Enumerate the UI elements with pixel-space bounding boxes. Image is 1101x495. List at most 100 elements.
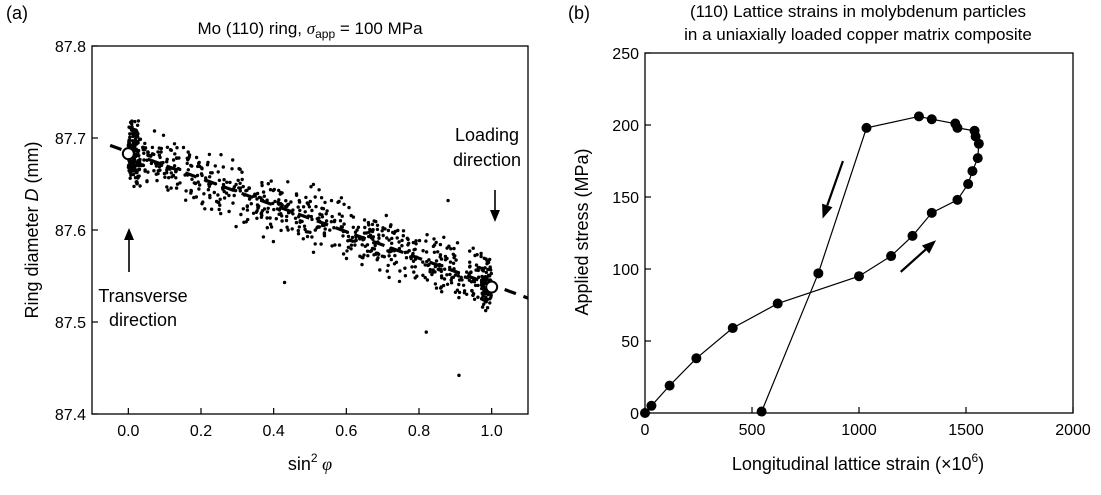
panel-a-point xyxy=(210,171,214,175)
panel-a-point xyxy=(351,239,355,243)
panel-a-chart: (a) Mo (110) ring, σapp = 100 MPa 0.0 0.2… xyxy=(6,3,529,474)
panel-a-point xyxy=(310,235,314,239)
panel-a-point xyxy=(372,253,376,257)
panel-a-point xyxy=(385,269,389,273)
panel-a-point xyxy=(255,191,260,196)
panel-a-point xyxy=(484,257,488,261)
panel-a-point xyxy=(459,275,463,279)
panel-a-point xyxy=(284,199,288,203)
panel-a-point xyxy=(451,252,455,256)
panel-a-point xyxy=(349,243,354,247)
panel-b-loading-point xyxy=(963,179,974,190)
panel-a-point xyxy=(174,186,179,190)
panel-a-point xyxy=(305,201,309,205)
panel-a-point xyxy=(304,230,309,234)
panel-a-point xyxy=(349,213,353,218)
panel-a-point xyxy=(130,165,134,170)
panel-a-point xyxy=(489,295,493,299)
panel-a-point xyxy=(488,301,492,305)
panel-a-point xyxy=(271,201,275,206)
panel-a-point xyxy=(132,184,136,189)
panel-a-point xyxy=(277,198,281,202)
panel-a-point xyxy=(439,257,444,261)
panel-a-fit-line xyxy=(109,143,529,300)
panel-a-point xyxy=(247,186,252,190)
panel-a-point xyxy=(404,256,409,260)
panel-a-point xyxy=(246,217,250,222)
panel-a-point xyxy=(222,196,227,200)
panel-a-point xyxy=(131,134,135,139)
panel-b-loading-point xyxy=(664,380,675,391)
panel-a-point xyxy=(481,285,485,289)
panel-a-point xyxy=(206,188,211,192)
panel-b-data-points xyxy=(640,111,984,418)
panel-a-point xyxy=(351,225,355,229)
panel-a-point xyxy=(319,242,323,246)
panel-a-point xyxy=(206,160,210,165)
panel-a-point xyxy=(214,199,219,204)
panel-a-point xyxy=(487,274,492,278)
panel-a-point xyxy=(457,278,462,282)
panel-a-point xyxy=(314,204,318,209)
panel-a-point xyxy=(398,269,402,273)
panel-a-point xyxy=(484,295,488,299)
panel-a-point xyxy=(471,293,475,297)
panel-a-point xyxy=(297,225,301,229)
panel-a-point xyxy=(347,205,351,210)
panel-b-title-line1: (110) Lattice strains in molybdenum part… xyxy=(690,2,1026,21)
panel-a-point xyxy=(480,305,485,309)
panel-a-point xyxy=(181,145,186,150)
panel-a-point xyxy=(245,208,250,212)
panel-a-point xyxy=(330,244,334,248)
panel-a-point xyxy=(482,302,486,306)
panel-b-y-axis-label: Applied stress (MPa) xyxy=(572,148,592,315)
panel-a-point xyxy=(388,224,393,229)
panel-a-point xyxy=(244,189,248,193)
panel-a-point xyxy=(129,173,133,177)
panel-a-point xyxy=(473,283,478,288)
panel-a-point xyxy=(218,203,222,207)
panel-a-point xyxy=(280,202,284,207)
panel-a-point xyxy=(289,200,293,204)
panel-a-x-axis: 0.0 0.2 0.4 0.6 0.8 1.0 xyxy=(117,408,503,440)
panel-b-label: (b) xyxy=(568,3,590,23)
panel-a-point xyxy=(184,189,188,193)
panel-a-point xyxy=(128,120,133,125)
panel-a-point xyxy=(324,219,329,223)
panel-a-point xyxy=(310,217,314,222)
panel-a-point xyxy=(453,273,458,277)
panel-a-point xyxy=(387,238,391,242)
panel-a-point xyxy=(218,197,222,201)
panel-a-point xyxy=(355,228,359,232)
panel-a-point xyxy=(313,228,317,232)
panel-a-point xyxy=(413,265,417,269)
panel-b-plot-frame xyxy=(644,52,1074,414)
panel-a-point xyxy=(213,164,217,168)
panel-a-point xyxy=(410,265,414,269)
panel-a-point xyxy=(238,181,242,185)
panel-a-point xyxy=(447,244,451,248)
panel-a-point xyxy=(135,133,139,137)
panel-a-point xyxy=(344,256,349,261)
panel-b-x-tick-label: 500 xyxy=(739,422,766,439)
panel-a-point xyxy=(305,234,310,239)
panel-a-point xyxy=(457,290,462,295)
panel-a-open-markers xyxy=(121,147,499,294)
panel-b-loading-point xyxy=(646,400,657,411)
panel-b-unloading-point xyxy=(756,406,767,417)
panel-a-title: Mo (110) ring, σapp = 100 MPa xyxy=(197,19,423,41)
panel-a-point xyxy=(138,184,142,188)
panel-a-point xyxy=(337,212,342,216)
panel-a-point xyxy=(293,216,298,220)
panel-a-y-axis: 87.4 87.5 87.6 87.7 87.8 xyxy=(55,39,98,424)
panel-a-point xyxy=(345,249,349,253)
panel-a-point xyxy=(434,259,439,263)
panel-a-point xyxy=(378,268,382,272)
panel-a-point xyxy=(353,243,357,247)
panel-a-point xyxy=(158,155,162,160)
panel-a-point xyxy=(241,184,245,189)
panel-a-point xyxy=(189,163,193,168)
panel-a-point xyxy=(273,199,277,204)
panel-a-point xyxy=(286,203,290,207)
panel-a-point xyxy=(128,135,132,139)
